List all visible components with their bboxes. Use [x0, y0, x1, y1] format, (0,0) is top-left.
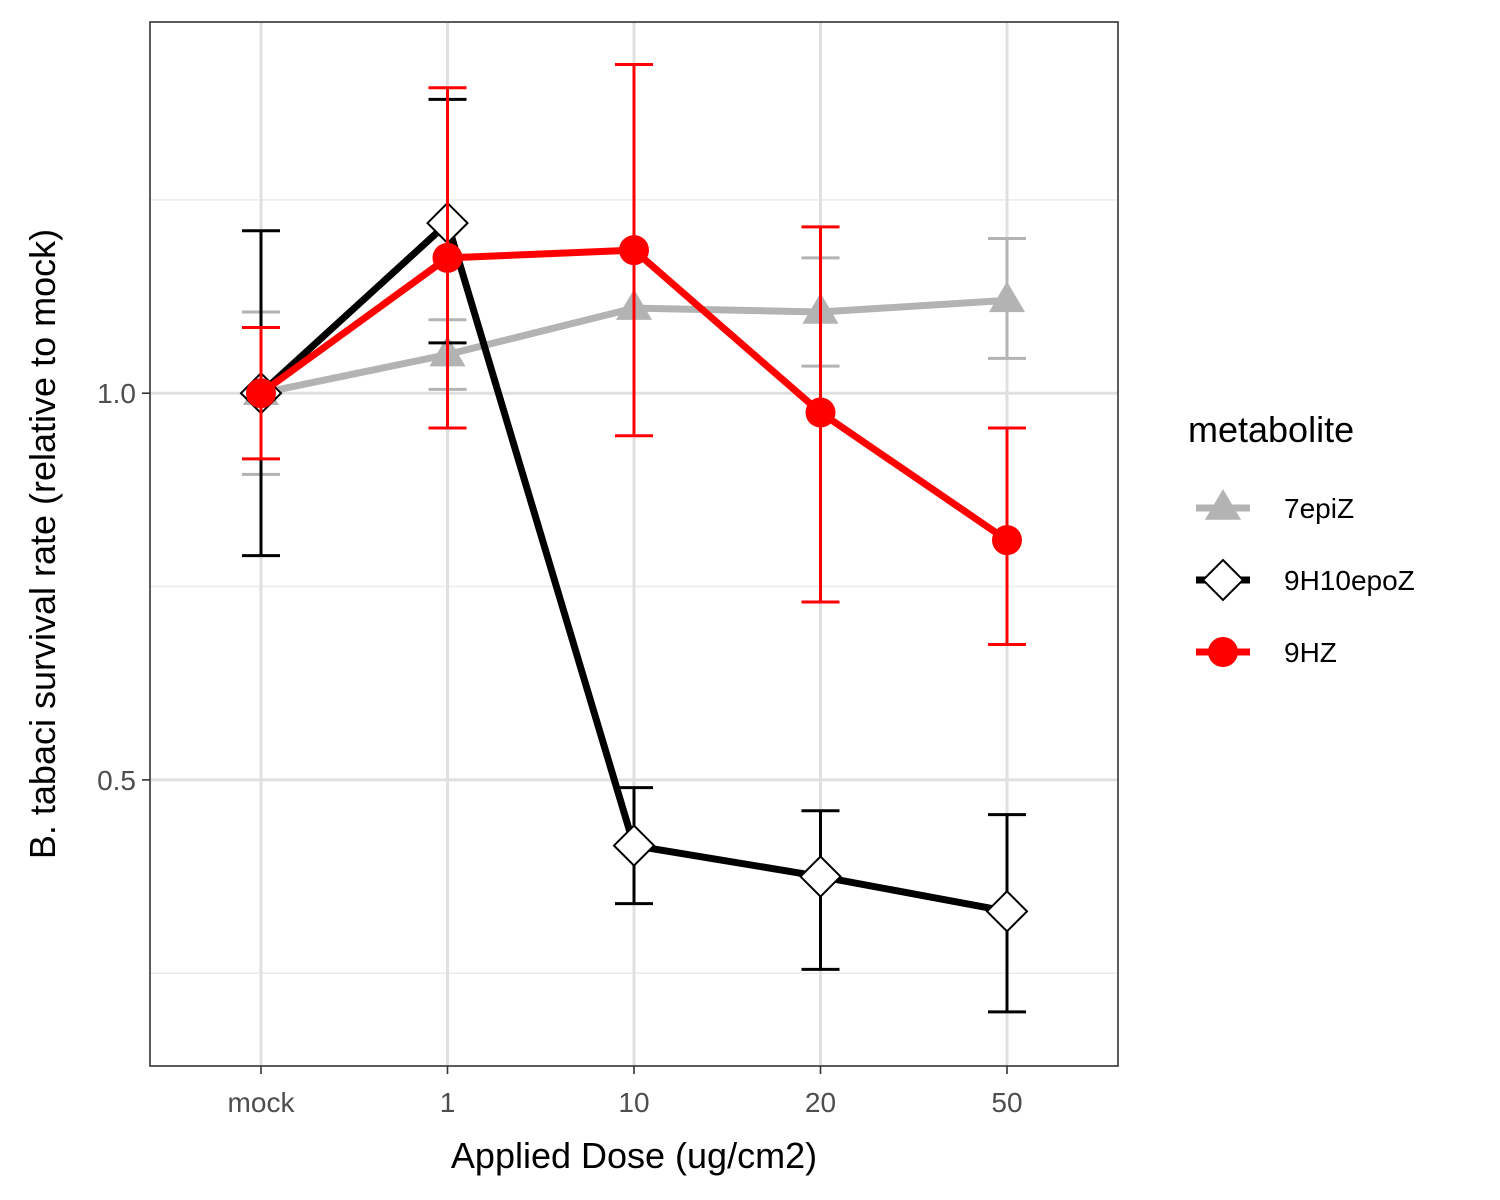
data-point [246, 378, 276, 409]
legend-key-marker [1204, 489, 1242, 520]
x-tick-label: 1 [440, 1087, 456, 1118]
data-point [612, 824, 656, 868]
data-point [799, 855, 842, 898]
axes: mock 1 10 20 50 0.5 1.0 [97, 378, 1023, 1118]
y-tick-label: 0.5 [97, 765, 136, 796]
data-point [985, 889, 1029, 933]
plot-data [239, 63, 1029, 1014]
x-tick-label: 10 [618, 1087, 649, 1118]
x-tick-label: mock [228, 1087, 296, 1118]
legend-label: 9H10epoZ [1284, 565, 1415, 596]
legend-key-marker [1201, 558, 1245, 602]
x-tick-label: 50 [991, 1087, 1022, 1118]
y-tick-label: 1.0 [97, 378, 136, 409]
legend-item: 9HZ [1196, 637, 1337, 668]
x-tick-label: 20 [805, 1087, 836, 1118]
legend-key-marker [1208, 637, 1238, 667]
legend-item: 7epiZ [1196, 489, 1354, 524]
y-axis-title: B. tabaci survival rate (relative to moc… [22, 229, 63, 859]
legend-title: metabolite [1188, 409, 1354, 450]
data-point [619, 235, 649, 266]
x-axis-title: Applied Dose (ug/cm2) [451, 1135, 817, 1176]
legend-label: 7epiZ [1284, 493, 1354, 524]
legend-label: 9HZ [1284, 637, 1337, 668]
data-point [805, 397, 836, 428]
series-9HZ [242, 63, 1026, 647]
legend: metabolite 7epiZ 9H10epoZ 9HZ [1188, 409, 1415, 668]
data-point [988, 281, 1026, 313]
data-point [432, 242, 463, 273]
legend-item: 9H10epoZ [1196, 558, 1415, 602]
data-point [992, 525, 1022, 556]
